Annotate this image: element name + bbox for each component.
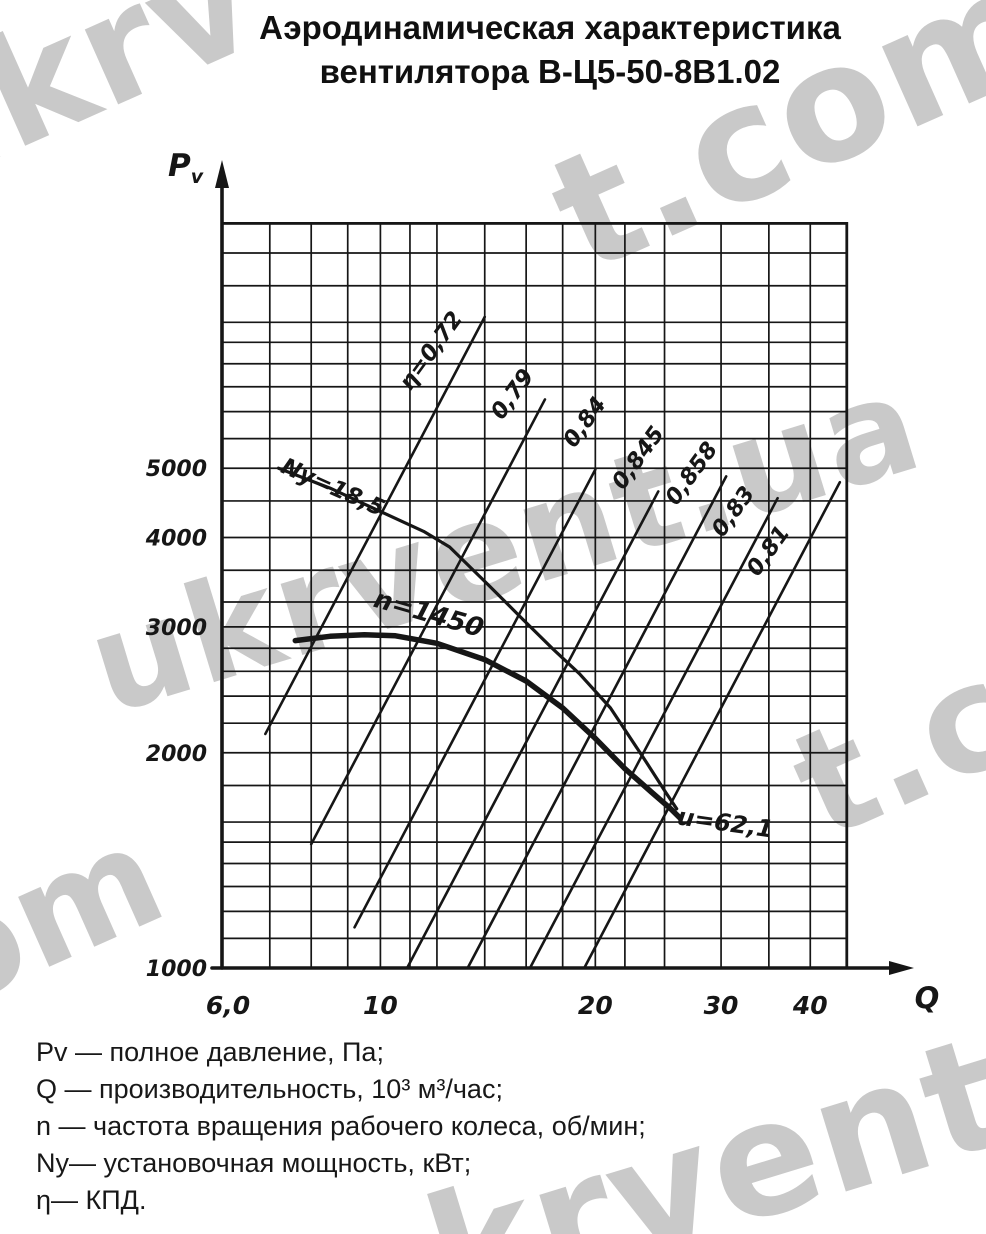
efficiency-line-label: 0,84 [558,392,612,452]
chart-title-line2: вентилятора В-Ц5-50-8В1.02 [319,52,781,90]
x-tick-label: 20 [578,991,613,1020]
chart-title: Аэродинамическая характеристика вентилят… [112,6,986,94]
efficiency-line [466,475,728,970]
x-axis-label: Q [915,981,940,1015]
y-tick-label: 3000 [146,616,207,641]
chart-title-line1: Аэродинамическая характеристика [259,9,841,46]
y-axis-arrow-icon [215,160,229,188]
chart-legend: Pv — полное давление, Па; Q — производит… [36,1034,646,1219]
legend-line-eta: η— КПД. [36,1185,147,1215]
x-axis-arrow-icon [889,961,914,975]
y-tick-label: 4000 [145,527,207,552]
fan-curve-n-1450-curve [292,631,683,821]
efficiency-line-label: 0,845 [607,422,670,495]
efficiency-line [309,398,547,846]
efficiency-line [353,468,597,929]
y-tick-label: 5000 [146,457,207,482]
efficiency-line [264,315,487,736]
y-tick-label: 2000 [146,742,207,767]
x-tick-label: 40 [792,991,828,1020]
y-tick-label: 1000 [146,957,207,982]
efficiency-line-label: 0,79 [486,364,540,424]
power-curve-Ny-18-5-curve [276,466,679,811]
efficiency-line [405,490,660,970]
legend-line-ny: Ny— установочная мощность, кВт; [36,1148,472,1178]
efficiency-line [582,480,842,970]
efficiency-line-label: η=0,72 [394,307,468,395]
legend-line-n: n — частота вращения рабочего колеса, об… [36,1111,646,1141]
efficiency-line [528,496,779,970]
efficiency-line-label: 0,83 [707,482,761,542]
x-tick-label: 30 [704,991,739,1020]
plot-border [220,222,849,970]
legend-line-q: Q — производительность, 10³ м³/час; [36,1074,503,1104]
power-curve-Ny-18-5-label: Ny=18,5 [277,453,388,522]
legend-line-pv: Pv — полное давление, Па; [36,1037,384,1067]
x-tick-label: 6,0 [206,991,250,1020]
y-axis-label: Pv [168,148,204,188]
annotation-u-tip-speed: u=62,1 [676,802,775,843]
x-tick-label: 10 [363,991,398,1020]
